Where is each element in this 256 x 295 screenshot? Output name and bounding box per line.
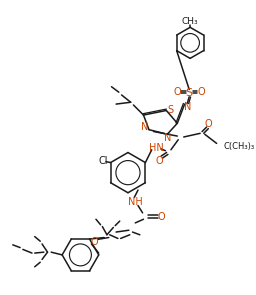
Text: S: S	[168, 104, 174, 114]
Text: NH: NH	[128, 197, 143, 207]
Text: Cl: Cl	[99, 156, 108, 166]
Text: C(CH₃)₃: C(CH₃)₃	[224, 142, 255, 151]
Text: HN: HN	[149, 143, 164, 153]
Text: O: O	[205, 119, 212, 129]
Text: N: N	[141, 122, 148, 132]
Text: O: O	[158, 212, 166, 222]
Text: O: O	[197, 87, 205, 97]
Text: S: S	[186, 88, 193, 98]
Text: N: N	[184, 102, 191, 112]
Text: O: O	[174, 87, 181, 97]
Text: CH₃: CH₃	[182, 17, 198, 26]
Text: O: O	[90, 237, 98, 247]
Text: N: N	[165, 133, 172, 143]
Text: O: O	[155, 156, 163, 166]
